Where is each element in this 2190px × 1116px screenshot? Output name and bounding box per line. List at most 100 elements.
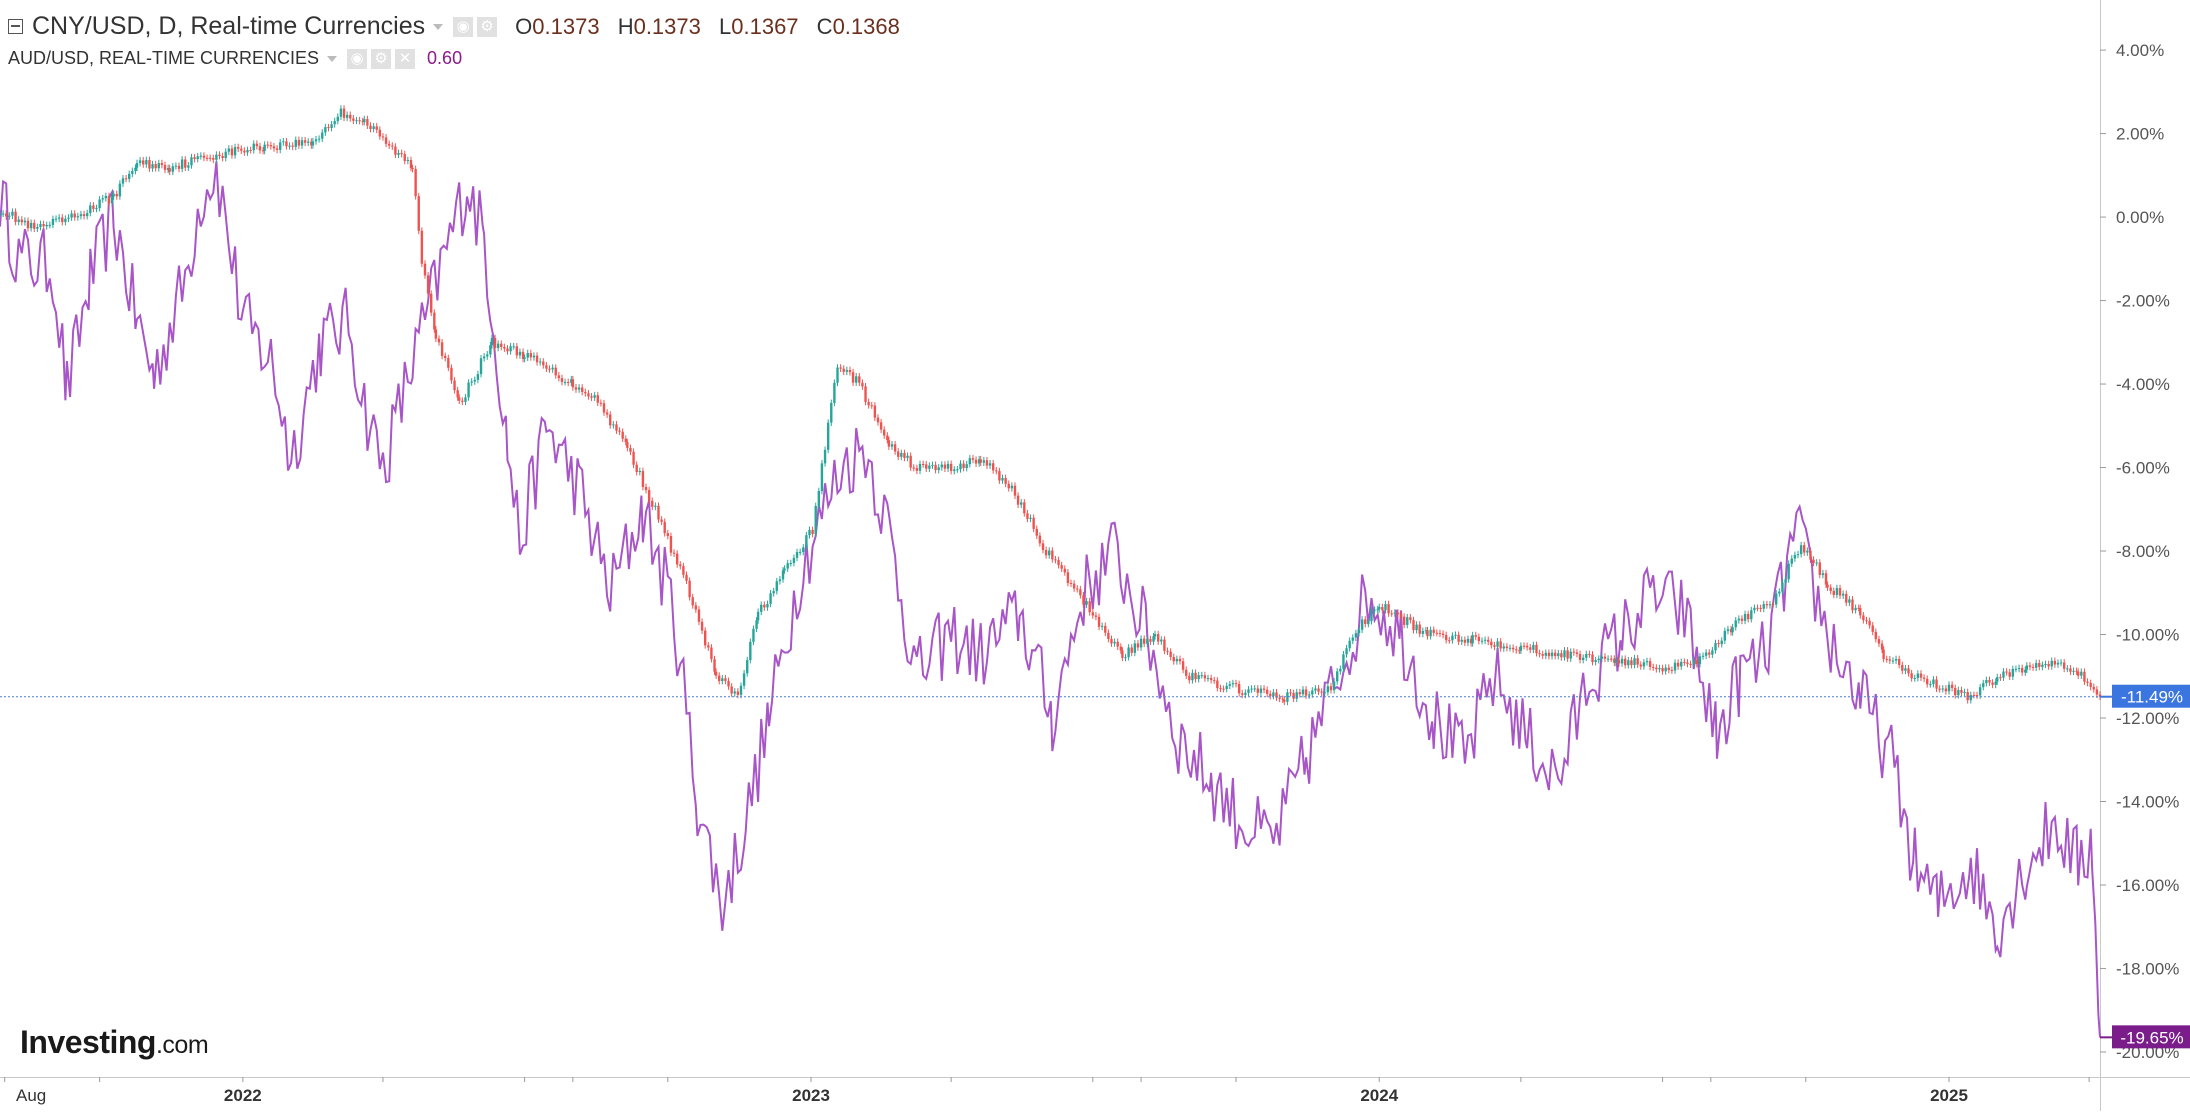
candle-body — [1966, 692, 1969, 701]
candle-body — [196, 156, 199, 160]
candle-body — [760, 604, 763, 612]
candle-body — [489, 345, 492, 355]
candle-body — [1762, 604, 1765, 609]
candle-body — [1241, 693, 1244, 695]
candle-body — [456, 390, 459, 398]
candle-body — [890, 444, 894, 447]
candle-body — [2041, 664, 2044, 667]
candle-body — [20, 219, 23, 223]
compare-series-title[interactable]: AUD/USD, REAL-TIME CURRENCIES — [8, 48, 320, 68]
candle-body — [1175, 658, 1179, 662]
candle-body — [1717, 643, 1720, 645]
candle-body — [174, 165, 178, 167]
candle-body — [1686, 662, 1689, 664]
candle-body — [131, 170, 134, 174]
candle-body — [2011, 669, 2015, 677]
candle-body — [515, 346, 519, 356]
candle-body — [739, 685, 743, 695]
candle-body — [1803, 545, 1806, 553]
candle-body — [814, 505, 817, 535]
candle-body — [1429, 629, 1432, 637]
candle-body — [1832, 590, 1836, 595]
candle-body — [1505, 646, 1509, 649]
candle-body — [1100, 625, 1104, 627]
candle-body — [1072, 583, 1076, 589]
candle-body — [1113, 641, 1116, 644]
candle-body — [1676, 662, 1680, 667]
candle-body — [1784, 579, 1787, 583]
candle-body — [1636, 658, 1639, 665]
candle-body — [48, 224, 52, 226]
candle-body — [134, 167, 137, 171]
chevron-down-icon[interactable] — [433, 23, 444, 30]
candle-body — [193, 157, 196, 160]
candle-body — [310, 141, 313, 146]
candle-body — [733, 691, 736, 694]
candle-body — [1609, 658, 1613, 660]
candle-body — [577, 387, 581, 390]
candle-body — [632, 451, 635, 465]
chevron-down-icon[interactable] — [327, 55, 338, 62]
candle-body — [1941, 688, 1944, 690]
candle-body — [1463, 639, 1467, 643]
collapse-legend-icon[interactable] — [8, 19, 23, 34]
candle-body — [1370, 610, 1373, 622]
candle-body — [1947, 684, 1951, 692]
x-tick-label: 2023 — [792, 1086, 830, 1105]
main-series-title[interactable]: CNY/USD, D, Real-time Currencies — [32, 12, 426, 40]
visibility-eye-icon[interactable]: ◉ — [347, 48, 368, 69]
candle-body — [1444, 635, 1448, 641]
candle-body — [1272, 692, 1275, 697]
candle-body — [1032, 517, 1035, 529]
candle-body — [177, 165, 181, 169]
candle-body — [836, 367, 839, 383]
candle-body — [1907, 668, 1910, 674]
candle-body — [1630, 660, 1633, 666]
candle-body — [1156, 634, 1160, 642]
candle-body — [1399, 614, 1403, 617]
candle-body — [240, 148, 243, 151]
candle-body — [802, 547, 805, 552]
candle-body — [752, 628, 755, 642]
candle-body — [1563, 650, 1566, 658]
candle-body — [1136, 643, 1140, 648]
candle-body — [953, 469, 956, 472]
candle-body — [988, 463, 992, 466]
candle-body — [1673, 662, 1677, 671]
aud-last-badge-label: -19.65% — [2120, 1028, 2183, 1047]
candle-body — [1999, 677, 2002, 679]
gear-icon[interactable]: ⚙ — [477, 16, 498, 37]
candle-body — [769, 593, 772, 604]
visibility-eye-icon[interactable]: ◉ — [453, 16, 474, 37]
candle-body — [476, 374, 480, 380]
candle-body — [940, 464, 944, 468]
candle-body — [1228, 684, 1231, 686]
candle-body — [1695, 660, 1699, 665]
candle-body — [33, 222, 36, 229]
candle-body — [1547, 652, 1551, 657]
candle-body — [956, 469, 959, 471]
candle-body — [1771, 604, 1775, 606]
candle-body — [775, 581, 778, 592]
y-tick-label: -18.00% — [2116, 959, 2179, 978]
candle-body — [107, 196, 111, 204]
candle-body — [255, 143, 259, 147]
candle-body — [1066, 572, 1070, 584]
candle-body — [931, 464, 934, 466]
candle-body — [1169, 651, 1172, 657]
candle-body — [1714, 643, 1717, 651]
close-icon[interactable]: ✕ — [395, 48, 416, 69]
candle-body — [1323, 692, 1326, 694]
candle-body — [1737, 618, 1741, 621]
candle-body — [1364, 619, 1367, 625]
candle-body — [1332, 681, 1336, 691]
candle-body — [563, 382, 567, 384]
candle-body — [104, 196, 108, 199]
candle-body — [1354, 633, 1358, 638]
gear-icon[interactable]: ⚙ — [371, 48, 392, 69]
cny-last-badge-bg — [2112, 684, 2190, 708]
candle-body — [426, 275, 430, 294]
candle-body — [1518, 650, 1521, 652]
candle-body — [1415, 624, 1418, 631]
